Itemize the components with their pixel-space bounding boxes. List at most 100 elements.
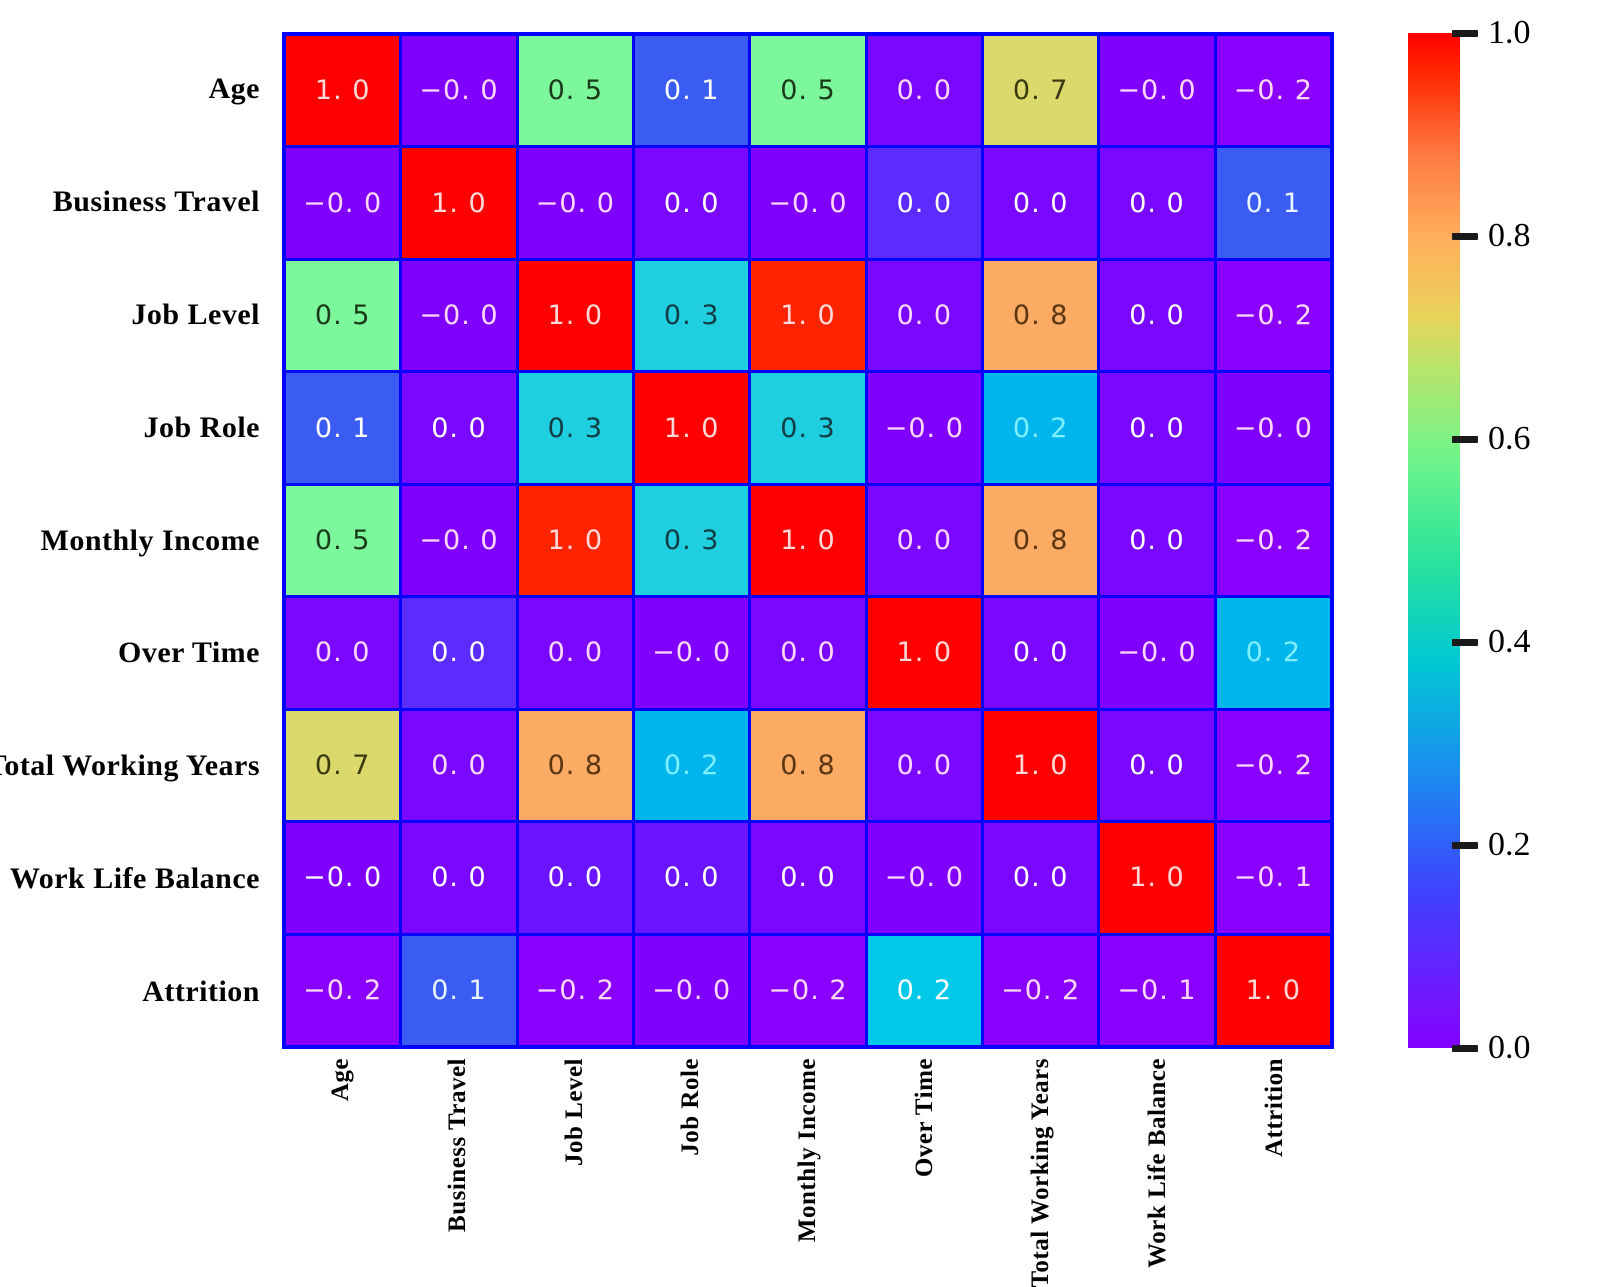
- heatmap-cell: 0. 0: [286, 598, 400, 708]
- colorbar-tick-label: 0.2: [1488, 826, 1531, 863]
- heatmap-cell: 0. 3: [635, 260, 749, 371]
- heatmap-cell: 0. 0: [984, 598, 1098, 708]
- x-tick-label: Work Life Balance: [1143, 1058, 1171, 1268]
- colorbar-tick-label: 1.0: [1488, 14, 1531, 51]
- heatmap-cell: 0. 8: [751, 710, 865, 821]
- heatmap-cell: 1. 0: [751, 485, 865, 596]
- heatmap-cell: 0. 2: [1216, 598, 1330, 708]
- heatmap-cell: 0. 0: [867, 36, 981, 146]
- heatmap-cell: 1. 0: [635, 373, 749, 483]
- heatmap-cell: −0. 0: [635, 935, 749, 1045]
- heatmap-cell: 0. 3: [751, 373, 865, 483]
- heatmap-cell: 0. 0: [1100, 485, 1214, 596]
- heatmap-cell: 0. 0: [635, 823, 749, 933]
- heatmap-cell: −0. 2: [1216, 710, 1330, 821]
- heatmap-cell: 0. 0: [635, 148, 749, 258]
- heatmap-cell: −0. 0: [867, 823, 981, 933]
- heatmap-cell: 0. 0: [751, 598, 865, 708]
- heatmap-cell: 1. 0: [751, 260, 865, 371]
- colorbar-tick-mark: [1452, 29, 1478, 37]
- heatmap-cell: 0. 2: [867, 935, 981, 1045]
- heatmap-cell: 0. 0: [518, 823, 632, 933]
- colorbar-tick-mark: [1452, 232, 1478, 240]
- heatmap-cell: 1. 0: [1100, 823, 1214, 933]
- heatmap-cell: 0. 5: [286, 485, 400, 596]
- heatmap-cell: −0. 2: [1216, 485, 1330, 596]
- y-tick-label: Total Working Years: [0, 749, 260, 783]
- x-tick-label-slot: Job Level: [516, 1052, 633, 1252]
- x-tick-label: Over Time: [910, 1058, 938, 1178]
- heatmap-cell: 0. 1: [402, 935, 516, 1045]
- heatmap-cell: 0. 0: [1100, 148, 1214, 258]
- heatmap-cell: 0. 8: [984, 485, 1098, 596]
- heatmap-cell: 0. 0: [984, 823, 1098, 933]
- heatmap-cell: 1. 0: [402, 148, 516, 258]
- x-tick-label-slot: Age: [283, 1052, 400, 1252]
- x-tick-label: Total Working Years: [1027, 1058, 1055, 1287]
- heatmap-cell: −0. 2: [518, 935, 632, 1045]
- y-tick-label: Business Travel: [52, 185, 260, 219]
- colorbar: 1.0 0.8 0.6 0.4 0.2 0.0: [1408, 14, 1608, 1066]
- heatmap-cell: 0. 5: [286, 260, 400, 371]
- y-axis-tick-labels: Age Business Travel Job Level Job Role Month…: [0, 33, 272, 1048]
- colorbar-tick-mark: [1452, 435, 1478, 443]
- heatmap-cell: 1. 0: [518, 260, 632, 371]
- heatmap-cell: 1. 0: [518, 485, 632, 596]
- heatmap-cell: 0. 0: [1100, 373, 1214, 483]
- heatmap-cell: −0. 0: [286, 823, 400, 933]
- heatmap-cell: −0. 2: [751, 935, 865, 1045]
- heatmap-cell: 0. 0: [402, 823, 516, 933]
- y-tick-label: Job Level: [131, 297, 260, 331]
- colorbar-tick-mark: [1452, 1044, 1478, 1052]
- x-tick-label-slot: Over Time: [866, 1052, 983, 1252]
- heatmap-cell: 0. 2: [635, 710, 749, 821]
- heatmap-cell: 0. 0: [1100, 260, 1214, 371]
- colorbar-tick-label: 0.8: [1488, 217, 1531, 254]
- heatmap-cell: 0. 5: [518, 36, 632, 146]
- heatmap-cell: 0. 2: [984, 373, 1098, 483]
- heatmap-cell: −0. 1: [1216, 823, 1330, 933]
- colorbar-gradient: [1408, 33, 1460, 1048]
- heatmap-cell: 0. 0: [867, 485, 981, 596]
- x-tick-label-slot: Business Travel: [400, 1052, 517, 1252]
- heatmap-cell: 0. 0: [402, 598, 516, 708]
- heatmap-cell: 0. 7: [286, 710, 400, 821]
- heatmap-cell: 0. 1: [635, 36, 749, 146]
- heatmap-cell: 0. 8: [984, 260, 1098, 371]
- x-tick-label-slot: Job Role: [633, 1052, 750, 1252]
- y-tick-label: Over Time: [118, 636, 260, 670]
- heatmap-cell: −0. 0: [402, 260, 516, 371]
- heatmap-cell: 0. 3: [635, 485, 749, 596]
- x-tick-label: Job Role: [677, 1058, 705, 1156]
- colorbar-tick-label: 0.0: [1488, 1029, 1531, 1066]
- heatmap-cell: 0. 1: [1216, 148, 1330, 258]
- heatmap-cell: −0. 0: [518, 148, 632, 258]
- heatmap-cell: 0. 7: [984, 36, 1098, 146]
- heatmap-cell: −0. 2: [1216, 260, 1330, 371]
- heatmap-cell: 1. 0: [1216, 935, 1330, 1045]
- x-tick-label: Age: [327, 1058, 355, 1102]
- colorbar-tick-label: 0.4: [1488, 623, 1531, 660]
- heatmap-cell: −0. 0: [635, 598, 749, 708]
- heatmap-grid: 1. 0 −0. 0 0. 5 0. 1 0. 5 0. 0 0. 7 −0. 0 −0. 2−…: [282, 32, 1334, 1049]
- heatmap-cell: −0. 0: [751, 148, 865, 258]
- x-tick-label: Job Level: [560, 1058, 588, 1166]
- heatmap-cell: 1. 0: [984, 710, 1098, 821]
- heatmap-cell: −0. 2: [984, 935, 1098, 1045]
- heatmap-cell: 0. 5: [751, 36, 865, 146]
- heatmap-cell: 0. 0: [867, 260, 981, 371]
- heatmap-cell: 0. 3: [518, 373, 632, 483]
- x-axis-tick-labels: Age Business Travel Job Level Job Role Month…: [283, 1052, 1333, 1287]
- colorbar-tick-mark: [1452, 638, 1478, 646]
- x-tick-label-slot: Work Life Balance: [1100, 1052, 1217, 1268]
- heatmap-cell: 0. 0: [751, 823, 865, 933]
- heatmap-cell: 0. 0: [402, 710, 516, 821]
- heatmap-cell: 0. 1: [286, 373, 400, 483]
- x-tick-label: Attrition: [1260, 1058, 1288, 1157]
- x-tick-label-slot: Monthly Income: [750, 1052, 867, 1252]
- heatmap-cell: −0. 2: [1216, 36, 1330, 146]
- heatmap-cell: 0. 0: [1100, 710, 1214, 821]
- heatmap-cell: −0. 0: [1100, 598, 1214, 708]
- heatmap-cell: 0. 0: [867, 148, 981, 258]
- heatmap-cell: 1. 0: [286, 36, 400, 146]
